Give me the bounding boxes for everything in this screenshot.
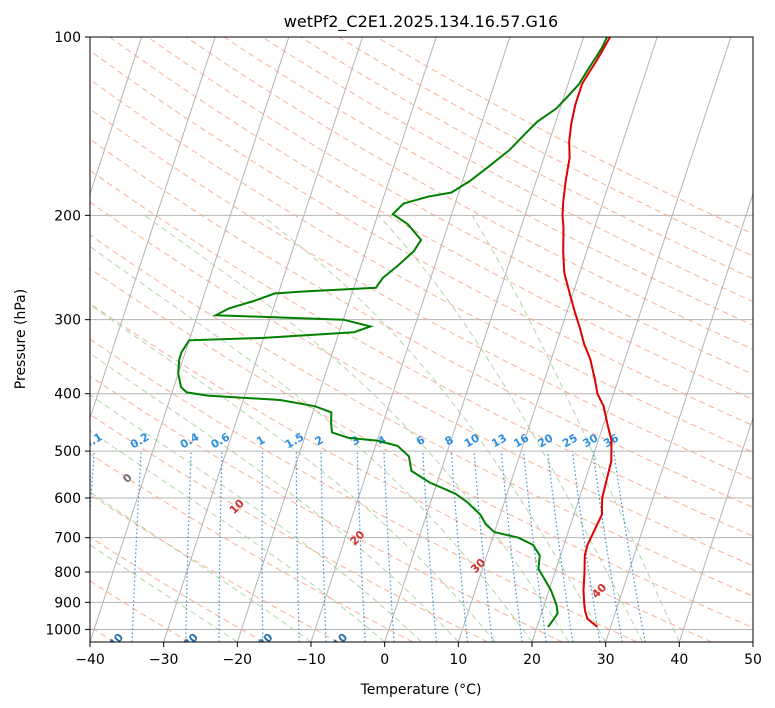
x-tick-label: −40: [75, 652, 105, 668]
dry-adiabat-line: [262, 37, 753, 303]
x-tick-label: 50: [744, 652, 762, 668]
y-tick-label: 200: [54, 208, 81, 224]
y-axis-ticks: 100 200 300 400 500 600 700 800 900 1000: [45, 30, 90, 638]
y-tick-label: 600: [54, 491, 81, 507]
isotherm-line: [678, 416, 753, 642]
plot-frame: [89, 36, 754, 643]
dry-adiabat-line: [147, 37, 753, 375]
dry-adiabat-line: [300, 37, 753, 280]
dry-adiabat-line: [90, 375, 563, 642]
isotherm-line: [90, 37, 216, 420]
mixing-ratio-line: [547, 451, 574, 642]
dry-adiabat-line: [90, 201, 753, 567]
dry-adiabat-label: -10: [327, 630, 350, 653]
moist-adiabat-line: [471, 215, 680, 642]
mixing-ratio-lines: [90, 451, 646, 642]
x-tick-label: −20: [223, 652, 253, 668]
y-tick-label: 300: [54, 313, 81, 329]
x-tick-label: −30: [149, 652, 179, 668]
mixing-ratio-line: [613, 451, 646, 642]
mixing-ratio-line: [500, 451, 523, 642]
mixing-ratio-line: [571, 451, 601, 642]
y-tick-label: 900: [54, 595, 81, 611]
chart-title: wetPf2_C2E1.2025.134.16.57.G16: [284, 12, 558, 32]
isotherm-line: [531, 37, 732, 642]
x-tick-label: −10: [296, 652, 326, 668]
y-tick-label: 1000: [45, 622, 81, 638]
dry-adiabat-label: -20: [252, 630, 275, 653]
temperature-profile-line: [561, 37, 613, 628]
isotherms: [90, 37, 753, 642]
x-axis-label: Temperature (°C): [360, 682, 482, 698]
x-tick-label: 10: [449, 652, 467, 668]
moist-adiabat-line: [90, 491, 312, 642]
isotherm-line: [163, 37, 364, 642]
dry-adiabats: [90, 37, 753, 642]
y-tick-label: 400: [54, 387, 81, 403]
dry-adiabat-line: [90, 536, 264, 642]
dry-adiabat-line: [90, 234, 753, 597]
dry-adiabat-line: [185, 37, 753, 351]
isotherm-line: [457, 37, 658, 642]
dry-adiabat-line: [376, 37, 753, 235]
isotherm-line: [310, 37, 511, 642]
y-tick-label: 700: [54, 531, 81, 547]
moist-adiabat-line: [90, 304, 496, 642]
dry-adiabat-line: [90, 494, 339, 642]
moist-adiabat-line: [90, 352, 459, 642]
y-tick-label: 500: [54, 444, 81, 460]
x-tick-label: 30: [597, 652, 615, 668]
y-tick-label: 800: [54, 565, 81, 581]
isotherm-line: [90, 37, 143, 196]
dry-adiabat-label: -30: [178, 630, 201, 653]
dewpoint-profile-line: [177, 37, 609, 628]
x-axis-ticks: −40 −30 −20 −10 0 10 20 30 40 50: [75, 642, 762, 668]
moist-adiabat-line: [90, 430, 386, 642]
x-tick-label: 0: [380, 652, 389, 668]
dry-adiabat-line: [223, 37, 753, 326]
x-tick-label: 40: [670, 652, 688, 668]
dry-adiabat-label: -40: [103, 630, 126, 653]
isotherm-line: [605, 192, 753, 642]
mixing-ratio-line: [592, 451, 623, 642]
x-tick-label: 20: [523, 652, 541, 668]
moist-adiabat-line: [90, 245, 533, 642]
isotherm-line: [236, 37, 437, 642]
isotherm-line: [384, 37, 585, 642]
y-tick-label: 100: [54, 30, 81, 46]
moist-adiabat-line: [90, 394, 422, 642]
moist-adiabat-line: [378, 214, 643, 642]
y-axis-label: Pressure (hPa): [13, 289, 29, 389]
dry-adiabat-line: [338, 37, 753, 257]
dry-adiabat-line: [90, 169, 753, 537]
dry-adiabat-line: [90, 302, 712, 642]
mixing-ratio-line: [473, 451, 493, 642]
